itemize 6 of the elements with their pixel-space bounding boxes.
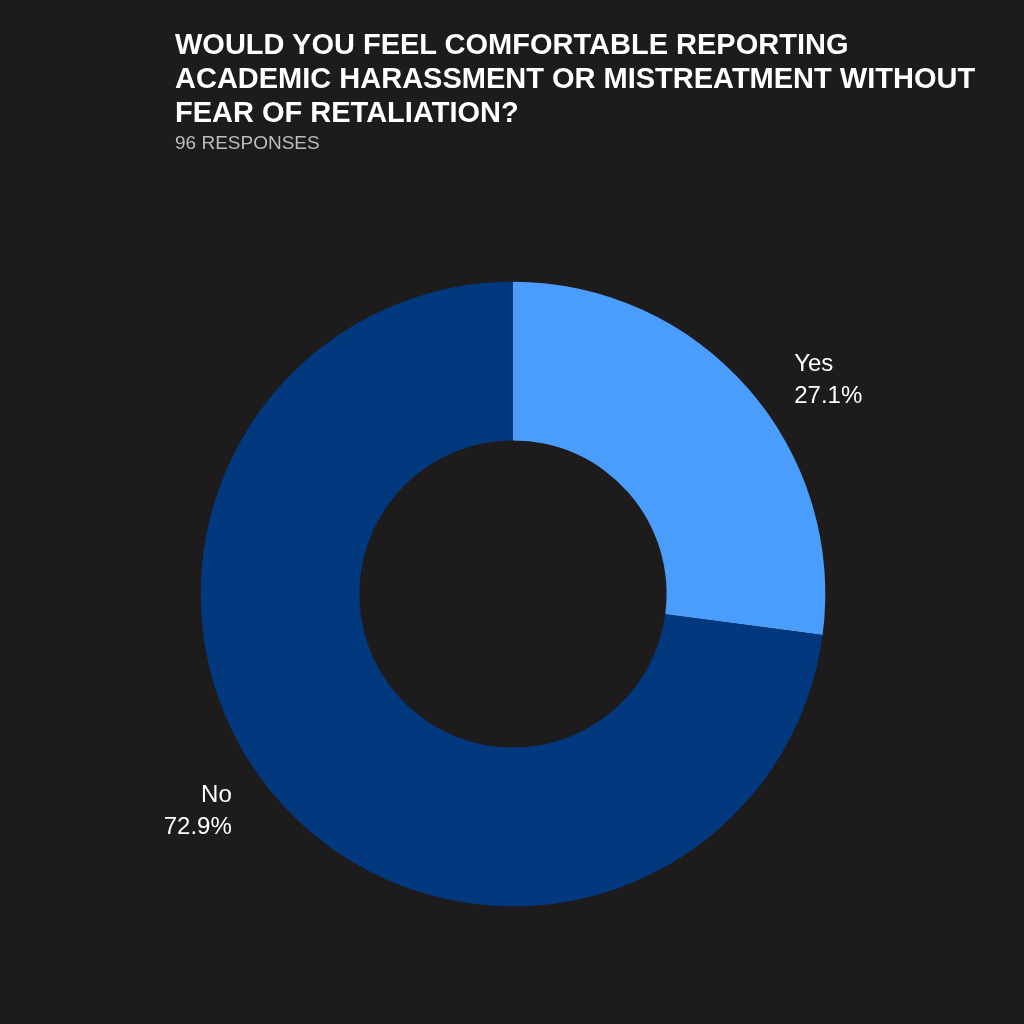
data-label: 27.1% bbox=[794, 380, 863, 408]
chart-title: WOULD YOU FEEL COMFORTABLE REPORTING ACADEMIC HARASSMENT OR MISTREATMENT WITHOUT FEAR OF RETALIATION? bbox=[175, 28, 984, 128]
data-label: 72.9% bbox=[163, 812, 232, 840]
slice-label: No bbox=[201, 780, 232, 808]
slice-label: Yes bbox=[794, 348, 834, 376]
chart-subtitle: 96 RESPONSES bbox=[175, 132, 320, 153]
